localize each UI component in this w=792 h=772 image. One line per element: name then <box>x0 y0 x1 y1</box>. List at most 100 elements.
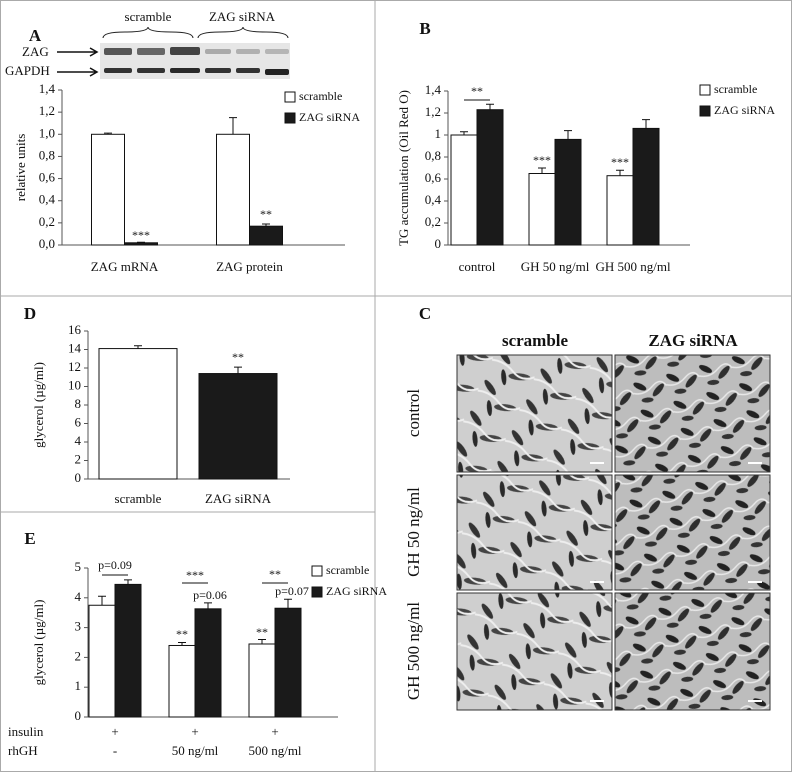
bar <box>249 225 283 246</box>
y-tick-label: 1,0 <box>39 125 55 140</box>
y-tick-label: 10 <box>68 377 81 392</box>
blot-band <box>104 48 132 55</box>
error-bar <box>204 602 212 609</box>
blot-band <box>205 68 231 73</box>
row-label: GH 50 ng/ml <box>404 487 423 577</box>
y-tick-label: 1,4 <box>39 81 56 96</box>
blot-band-label: ZAG <box>22 44 49 59</box>
legend-label: scramble <box>714 82 757 96</box>
annotation: ** <box>269 567 281 581</box>
annotation: *** <box>533 153 551 167</box>
bar <box>198 373 278 480</box>
error-bar <box>134 345 142 349</box>
bar <box>98 348 178 480</box>
y-axis-title: TG accumulation (Oil Red O) <box>396 90 411 246</box>
x-tick-label: 500 ng/ml <box>248 743 301 758</box>
blot-band <box>170 47 200 55</box>
blot-band <box>170 68 200 73</box>
blot-band <box>236 68 260 73</box>
brace <box>102 26 194 39</box>
blot-band <box>137 48 165 55</box>
error-bar <box>234 366 242 374</box>
legend-swatch <box>311 586 323 598</box>
y-tick-label: 14 <box>68 340 82 355</box>
y-tick-label: 16 <box>68 322 82 337</box>
y-tick-label: 0,8 <box>39 147 55 162</box>
y-tick-label: 6 <box>75 414 82 429</box>
x-tick-label: ZAG mRNA <box>91 259 159 274</box>
legend-swatch <box>699 84 711 96</box>
error-bar <box>124 579 132 585</box>
y-tick-label: 12 <box>68 359 81 374</box>
y-tick-label: 0,6 <box>39 170 56 185</box>
blot-group-label: ZAG siRNA <box>209 9 276 24</box>
x-axis-title: insulin <box>8 724 44 739</box>
x-tick-label: control <box>459 259 496 274</box>
arrow <box>57 47 99 57</box>
annotation: p=0.09 <box>98 558 132 572</box>
bar <box>194 608 222 718</box>
legend-label: ZAG siRNA <box>326 584 387 598</box>
y-axis-title: glycerol (µg/ml) <box>31 362 46 448</box>
error-bar <box>616 169 624 176</box>
y-tick-label: 1,2 <box>425 104 441 119</box>
y-tick-label: 0 <box>75 470 82 485</box>
y-tick-label: 0,2 <box>39 214 55 229</box>
x-tick-label: + <box>271 724 278 739</box>
x-tick-label: + <box>111 724 118 739</box>
annotation: *** <box>611 155 629 169</box>
blot-band <box>104 68 132 73</box>
x-tick-label: - <box>113 743 117 758</box>
y-tick-label: 0,4 <box>425 192 442 207</box>
y-tick-label: 4 <box>75 589 82 604</box>
y-tick-label: 1,2 <box>39 103 55 118</box>
blot-band <box>205 49 231 54</box>
micrograph <box>456 354 613 473</box>
row-label: control <box>404 389 423 437</box>
error-bar <box>538 167 546 174</box>
annotation: *** <box>132 228 150 242</box>
row-label: GH 500 ng/ml <box>404 602 423 701</box>
error-bar <box>98 595 106 606</box>
y-tick-label: 0,6 <box>425 170 442 185</box>
brace <box>197 26 289 39</box>
y-tick-label: 0,4 <box>39 192 56 207</box>
annotation: ** <box>176 627 188 641</box>
bar <box>248 643 276 718</box>
bar <box>528 173 556 246</box>
x-axis-title: rhGH <box>8 743 38 758</box>
y-axis-title: glycerol (µg/ml) <box>31 600 46 686</box>
error-bar <box>258 639 266 644</box>
legend-label: ZAG siRNA <box>714 103 775 117</box>
annotation: p=0.06 <box>193 588 227 602</box>
panel-label: C <box>419 304 431 323</box>
blot-band <box>137 68 165 73</box>
bar <box>632 127 660 246</box>
column-label: ZAG siRNA <box>648 331 738 350</box>
y-tick-label: 5 <box>75 559 82 574</box>
annotation: *** <box>186 568 204 582</box>
annotation: ** <box>232 350 244 364</box>
bar <box>216 133 250 246</box>
blot-group-label: scramble <box>125 9 172 24</box>
y-tick-label: 0,2 <box>425 214 441 229</box>
bar <box>88 604 116 718</box>
micrograph <box>456 474 613 591</box>
micrograph <box>614 592 771 711</box>
legend-label: scramble <box>326 563 369 577</box>
legend-label: ZAG siRNA <box>299 110 360 124</box>
x-tick-label: + <box>191 724 198 739</box>
error-bar <box>460 131 468 135</box>
blot-band-label: GAPDH <box>5 63 50 78</box>
y-tick-label: 0 <box>435 236 442 251</box>
error-bar <box>486 103 494 110</box>
blot-band <box>265 49 289 54</box>
bar <box>91 133 125 246</box>
blot-band <box>236 49 260 54</box>
bar <box>476 109 504 246</box>
y-tick-label: 2 <box>75 451 82 466</box>
x-tick-label: ZAG protein <box>216 259 283 274</box>
bar <box>274 607 302 718</box>
y-tick-label: 8 <box>75 396 82 411</box>
